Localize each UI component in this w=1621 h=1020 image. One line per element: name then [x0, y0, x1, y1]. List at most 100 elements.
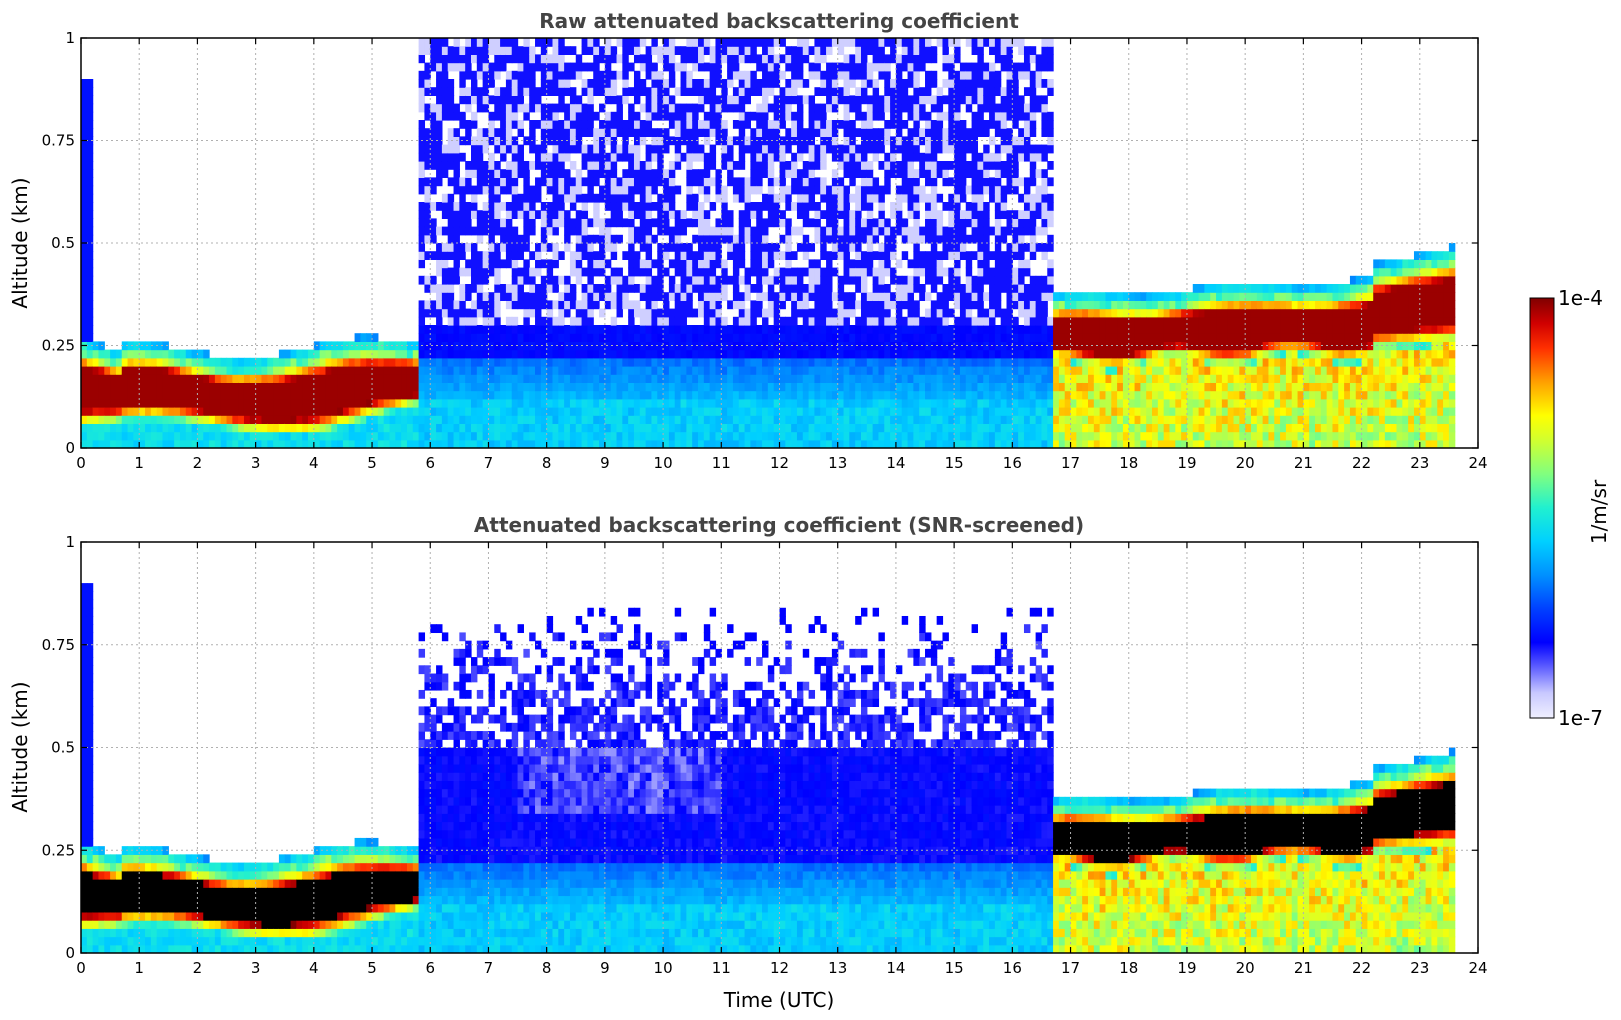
heatmap-cell — [610, 275, 618, 285]
heatmap-cell — [913, 382, 920, 392]
heatmap-cell — [92, 407, 100, 416]
heatmap-cell — [290, 415, 297, 424]
heatmap-cell — [872, 390, 880, 400]
heatmap-cell — [831, 423, 839, 433]
heatmap-cell — [232, 357, 239, 367]
heatmap-cell — [954, 46, 961, 55]
heatmap-cell — [552, 226, 559, 236]
heatmap-cell — [354, 439, 361, 448]
heatmap-cell — [488, 79, 495, 88]
heatmap-cell — [81, 284, 88, 293]
heatmap-cell — [930, 185, 938, 195]
heatmap-cell — [86, 210, 94, 219]
heatmap-cell — [814, 308, 821, 318]
heatmap-cell — [453, 38, 460, 47]
heatmap-cell — [779, 193, 786, 203]
heatmap-cell — [767, 300, 775, 310]
heatmap-cell — [645, 382, 653, 392]
heatmap-cell — [849, 193, 856, 203]
heatmap-cell — [913, 275, 920, 285]
heatmap-cell — [826, 374, 833, 383]
heatmap-cell — [849, 103, 856, 113]
heatmap-cell — [191, 431, 199, 441]
heatmap-cell — [936, 390, 944, 400]
heatmap-cell — [575, 431, 583, 441]
heatmap-cell — [831, 374, 839, 383]
heatmap-cell — [826, 300, 833, 310]
heatmap-cell — [500, 292, 507, 301]
heatmap-cell — [750, 111, 757, 121]
heatmap-cell — [732, 54, 740, 64]
heatmap-cell — [639, 390, 647, 400]
heatmap-cell — [715, 103, 722, 113]
heatmap-cell — [581, 46, 589, 55]
heatmap-cell — [971, 300, 979, 310]
heatmap-cell — [738, 234, 746, 244]
heatmap-cell — [622, 169, 629, 178]
heatmap-cell — [930, 333, 938, 342]
heatmap-cell — [523, 439, 530, 448]
heatmap-cell — [971, 169, 979, 178]
heatmap-cell — [808, 259, 816, 269]
heatmap-cell — [878, 357, 885, 367]
heatmap-cell — [645, 144, 653, 154]
heatmap-cell — [703, 357, 711, 367]
heatmap-cell — [820, 79, 827, 88]
heatmap-cell — [849, 210, 856, 219]
heatmap-cell — [942, 398, 949, 408]
heatmap-cell — [488, 366, 495, 375]
heatmap-cell — [639, 341, 647, 351]
heatmap-cell — [372, 423, 379, 433]
heatmap-cell — [599, 243, 606, 252]
heatmap-cell — [575, 423, 583, 433]
heatmap-cell — [907, 325, 914, 334]
heatmap-cell — [430, 398, 437, 408]
heatmap-cell — [430, 275, 437, 285]
heatmap-cell — [668, 357, 676, 367]
heatmap-cell — [814, 111, 821, 121]
heatmap-cell — [895, 292, 903, 301]
heatmap-cell — [727, 38, 734, 47]
heatmap-cell — [558, 210, 565, 219]
heatmap-cell — [552, 439, 559, 448]
heatmap-cell — [127, 382, 134, 392]
heatmap-cell — [372, 415, 379, 424]
heatmap-cell — [727, 341, 734, 351]
heatmap-cell — [878, 161, 885, 170]
heatmap-cell — [773, 325, 781, 334]
heatmap-cell — [657, 177, 664, 187]
heatmap-cell — [121, 349, 129, 359]
heatmap-cell — [505, 136, 513, 146]
heatmap-cell — [820, 103, 827, 113]
heatmap-cell — [587, 382, 594, 392]
heatmap-cell — [732, 292, 740, 301]
heatmap-cell — [796, 111, 804, 121]
heatmap-cell — [948, 193, 955, 203]
heatmap-cell — [453, 243, 460, 252]
heatmap-cell — [965, 407, 973, 416]
heatmap-cell — [278, 423, 286, 433]
heatmap-cell — [767, 38, 775, 47]
heatmap-cell — [482, 300, 490, 310]
heatmap-cell — [849, 398, 856, 408]
heatmap-cell — [767, 382, 775, 392]
heatmap-cell — [785, 46, 792, 55]
heatmap-cell — [703, 431, 711, 441]
heatmap-cell — [313, 390, 321, 400]
heatmap-cell — [593, 431, 600, 441]
heatmap-cell — [831, 292, 839, 301]
heatmap-cell — [587, 38, 594, 47]
heatmap-cell — [959, 152, 967, 162]
heatmap-cell — [831, 87, 839, 96]
heatmap-cell — [482, 415, 490, 424]
heatmap-cell — [948, 243, 955, 252]
heatmap-cell — [820, 333, 827, 342]
heatmap-cell — [977, 431, 984, 441]
heatmap-cell — [581, 234, 589, 244]
heatmap-cell — [727, 398, 734, 408]
heatmap-cell — [779, 333, 786, 342]
heatmap-cell — [243, 374, 251, 383]
heatmap-cell — [523, 103, 530, 113]
heatmap-cell — [855, 62, 862, 72]
heatmap-cell — [983, 325, 990, 334]
